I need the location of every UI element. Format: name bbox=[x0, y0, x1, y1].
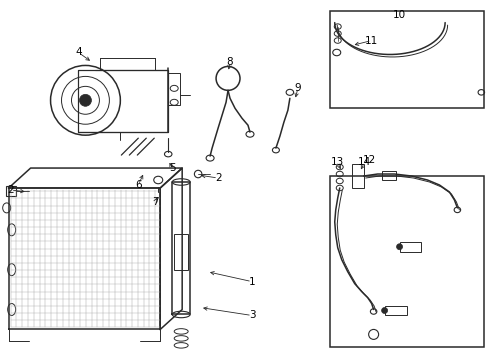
Text: 2: 2 bbox=[7, 185, 14, 195]
Bar bbox=[174, 234, 188, 270]
Text: 11: 11 bbox=[364, 36, 378, 46]
Text: 8: 8 bbox=[226, 58, 233, 67]
Bar bbox=[329, 176, 483, 347]
Text: 3: 3 bbox=[248, 310, 255, 320]
Text: 5: 5 bbox=[168, 163, 175, 173]
Text: 4: 4 bbox=[75, 48, 81, 58]
Text: 14: 14 bbox=[357, 157, 370, 167]
Bar bbox=[384, 306, 406, 315]
Bar bbox=[351, 164, 363, 188]
Circle shape bbox=[396, 244, 402, 250]
Bar bbox=[381, 171, 395, 180]
Text: 6: 6 bbox=[135, 180, 142, 190]
Text: 1: 1 bbox=[248, 276, 255, 287]
Bar bbox=[78, 71, 168, 132]
Bar bbox=[6, 186, 16, 196]
Bar bbox=[168, 73, 180, 105]
Text: 10: 10 bbox=[392, 10, 406, 20]
Circle shape bbox=[381, 307, 387, 314]
Text: 12: 12 bbox=[362, 155, 375, 165]
Bar bbox=[78, 71, 168, 132]
Circle shape bbox=[80, 94, 91, 106]
Text: 2: 2 bbox=[214, 173, 221, 183]
Text: 7: 7 bbox=[152, 197, 158, 207]
Text: 9: 9 bbox=[294, 84, 301, 93]
Bar bbox=[399, 242, 421, 252]
Bar bbox=[329, 11, 483, 108]
Text: 13: 13 bbox=[330, 157, 344, 167]
